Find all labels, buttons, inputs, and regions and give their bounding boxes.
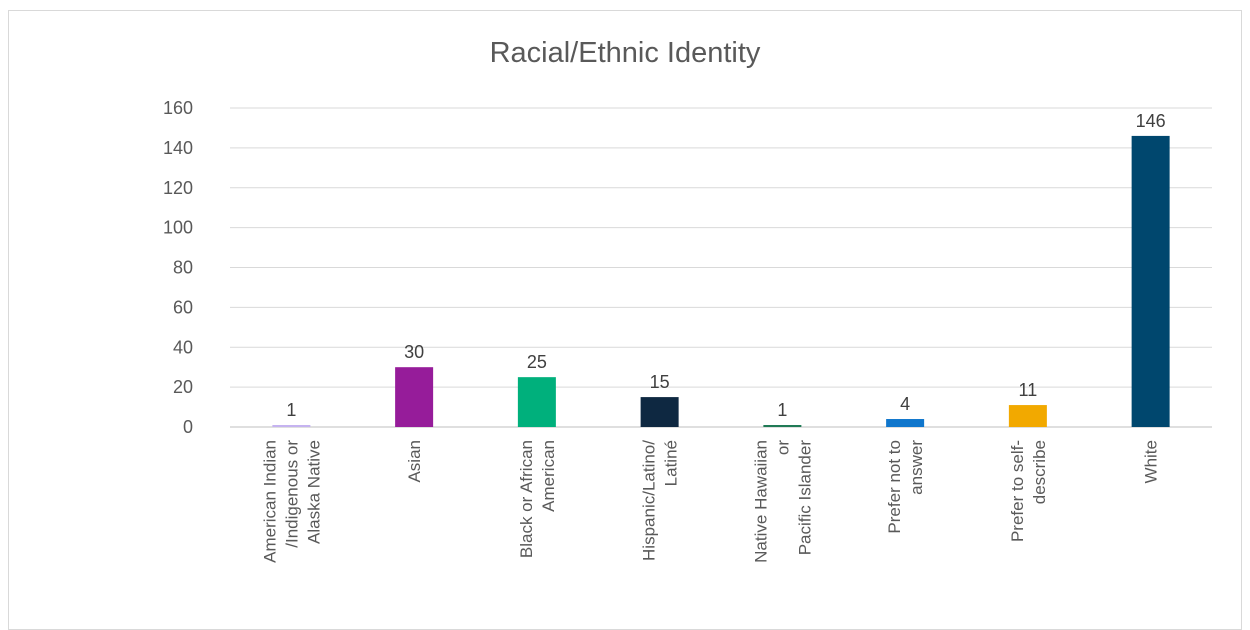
- bar: [1131, 135, 1170, 427]
- x-tick-label-line: Prefer not to: [885, 440, 904, 534]
- x-tick-label: Native Hawaiian or Pacific Islander: [751, 440, 814, 563]
- data-label: 4: [900, 394, 910, 414]
- data-label: 146: [1136, 111, 1166, 131]
- y-tick-label: 0: [183, 417, 193, 437]
- x-tick-label-line: describe: [1030, 440, 1049, 504]
- x-tick-label-line: or: [773, 440, 792, 455]
- x-tick-label-line: answer: [907, 440, 926, 495]
- x-tick-label: Asian: [405, 440, 424, 483]
- chart-title: Racial/Ethnic Identity: [489, 37, 761, 69]
- chart-frame: [8, 10, 1242, 630]
- bar: [763, 425, 802, 427]
- bar: [517, 377, 556, 427]
- y-tick-label: 20: [173, 377, 193, 397]
- x-tick-label: Black or African American: [517, 440, 558, 558]
- x-tick-label-line: White: [1142, 440, 1161, 483]
- x-tick-label-line: Native Hawaiian: [751, 440, 770, 563]
- x-tick-label-line: Black or African: [517, 440, 536, 558]
- x-tick-label: Hispanic/Latino/Latiné: [640, 440, 681, 561]
- data-label: 1: [286, 400, 296, 420]
- x-tick-label-line: Hispanic/Latino/: [640, 440, 659, 561]
- x-tick-label-line: Latiné: [662, 440, 681, 486]
- data-label: 1: [777, 400, 787, 420]
- y-tick-label: 100: [163, 218, 193, 238]
- y-tick-label: 40: [173, 337, 193, 357]
- x-tick-label-line: Alaska Native: [304, 440, 323, 544]
- bar: [1008, 405, 1047, 427]
- x-tick-label-line: /Indigenous or: [282, 440, 301, 548]
- x-tick-label: Prefer to self-describe: [1008, 440, 1049, 542]
- x-tick-label: White: [1142, 440, 1161, 483]
- data-label: 30: [404, 342, 424, 362]
- bar: [272, 425, 311, 427]
- x-tick-label-line: American Indian: [260, 440, 279, 563]
- data-label: 15: [650, 372, 670, 392]
- data-label: 25: [527, 352, 547, 372]
- x-tick-label-line: Prefer to self-: [1008, 440, 1027, 542]
- y-tick-label: 60: [173, 297, 193, 317]
- x-tick-label-line: Pacific Islander: [795, 440, 814, 556]
- bar: [640, 397, 679, 427]
- bar: [395, 367, 434, 427]
- y-tick-label: 160: [163, 98, 193, 118]
- x-tick-label: Prefer not to answer: [885, 440, 926, 534]
- x-tick-label: American Indian/Indigenous or Alaska Nati…: [260, 440, 323, 563]
- y-tick-label: 120: [163, 178, 193, 198]
- x-tick-label-line: American: [539, 440, 558, 512]
- y-tick-label: 140: [163, 138, 193, 158]
- y-tick-label: 80: [173, 258, 193, 278]
- data-label: 11: [1019, 380, 1038, 400]
- bar: [886, 419, 925, 427]
- x-tick-label-line: Asian: [405, 440, 424, 483]
